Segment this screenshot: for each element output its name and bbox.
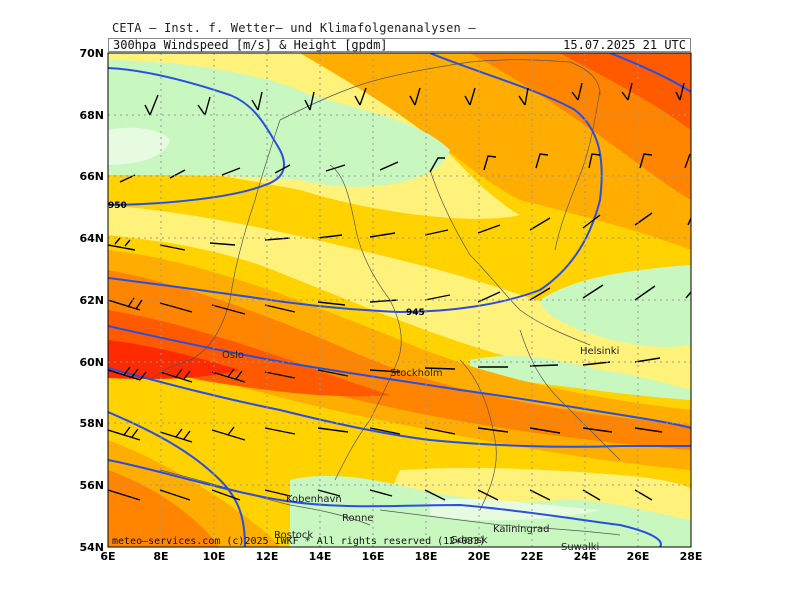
coastlines	[149, 59, 621, 536]
product-label: 300hpa Windspeed [m/s] & Height [gpdm]	[113, 38, 388, 52]
lat-tick: 70N	[79, 47, 104, 60]
band-green-east2	[470, 355, 691, 400]
lat-tick: 62N	[79, 294, 104, 307]
windspeed-field	[108, 53, 691, 547]
header-title: CETA — Inst. f. Wetter— und Klimafolgena…	[112, 21, 476, 35]
lon-tick: 12E	[256, 550, 279, 563]
lat-tick: 68N	[79, 109, 104, 122]
lon-tick: 8E	[153, 550, 168, 563]
city-suwalki: Suwalki	[561, 542, 599, 553]
lon-tick: 20E	[468, 550, 491, 563]
band-lightgreen-south	[430, 498, 600, 521]
city-kobenhavn: Kobenhavn	[286, 494, 342, 505]
lon-tick: 18E	[415, 550, 438, 563]
band-orange2-sw	[108, 470, 220, 547]
wind-barbs	[108, 82, 691, 501]
city-kaliningrad: Kaliningrad	[493, 524, 549, 535]
contour-label-945: 945	[406, 308, 425, 318]
lat-axis: 54N 56N 58N 60N 62N 64N 66N 68N 70N	[79, 47, 104, 554]
city-ronne: Ronne	[342, 513, 373, 524]
height-contours	[108, 53, 691, 547]
lat-tick: 66N	[79, 170, 104, 183]
lon-tick: 28E	[680, 550, 703, 563]
city-rostock: Rostock	[274, 530, 313, 541]
header-bar: 300hpa Windspeed [m/s] & Height [gpdm] 1…	[108, 38, 691, 52]
band-paleyellow-central	[108, 205, 691, 390]
lat-tick: 56N	[79, 479, 104, 492]
graticule	[108, 53, 691, 547]
city-stockholm: Stockholm	[390, 368, 443, 379]
city-oslo: Oslo	[222, 350, 244, 361]
map-frame	[107, 52, 692, 548]
band-red-south	[108, 340, 240, 380]
contour-label-950: 950	[108, 201, 127, 211]
lat-tick: 58N	[79, 417, 104, 430]
lon-tick: 6E	[100, 550, 115, 563]
band-red-ne	[560, 53, 691, 130]
lon-tick: 16E	[362, 550, 385, 563]
band-lightgreen-nw	[108, 127, 170, 165]
lon-axis: 6E 8E 10E 12E 14E 16E 18E 20E 22E 24E 26…	[100, 550, 702, 563]
lat-tick: 60N	[79, 356, 104, 369]
lon-tick: 10E	[203, 550, 226, 563]
band-green-east	[540, 265, 691, 347]
lon-tick: 14E	[309, 550, 332, 563]
lon-tick: 26E	[627, 550, 650, 563]
copyright-text: meteo—services.com (c)2025 IWKF * All ri…	[112, 536, 485, 547]
lon-tick: 22E	[521, 550, 544, 563]
city-helsinki: Helsinki	[580, 346, 619, 357]
lon-tick: 24E	[574, 550, 597, 563]
city-gdansk: Gdansk	[450, 535, 488, 546]
lat-tick: 64N	[79, 232, 104, 245]
valid-time: 15.07.2025 21 UTC	[563, 38, 686, 52]
lat-tick: 54N	[79, 541, 104, 554]
band-orange2-south	[108, 270, 691, 450]
